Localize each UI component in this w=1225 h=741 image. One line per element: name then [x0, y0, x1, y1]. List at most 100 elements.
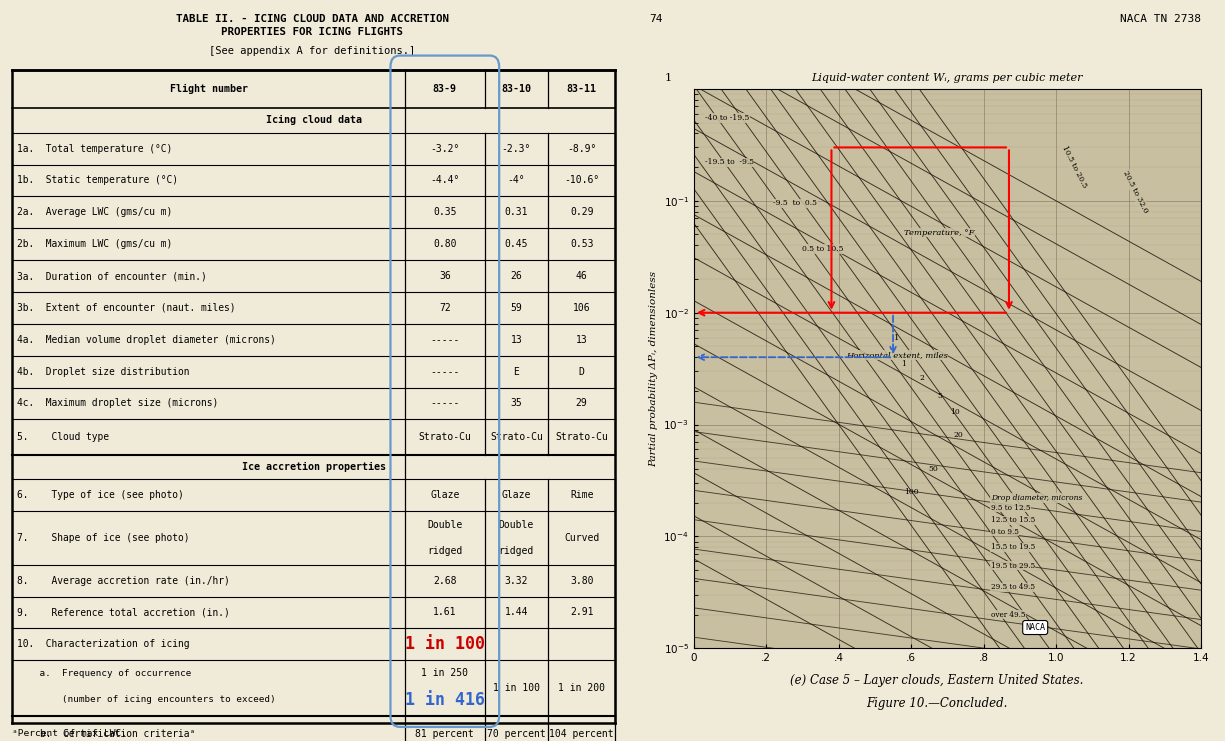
Text: 3b.  Extent of encounter (naut. miles): 3b. Extent of encounter (naut. miles) [17, 303, 236, 313]
Text: 35: 35 [511, 399, 522, 408]
Text: over 49.5: over 49.5 [991, 611, 1025, 619]
Text: -10.6°: -10.6° [564, 176, 599, 185]
Text: -9.5  to  0.5: -9.5 to 0.5 [773, 199, 817, 207]
Text: 9.5 to 12.5: 9.5 to 12.5 [991, 504, 1030, 512]
Text: 0.45: 0.45 [505, 239, 528, 249]
Text: 83-11: 83-11 [567, 84, 597, 94]
Text: 83-9: 83-9 [432, 84, 457, 94]
Text: 29.5 to 49.5: 29.5 to 49.5 [991, 583, 1035, 591]
Text: 1 in 100: 1 in 100 [492, 683, 540, 693]
Text: 0.31: 0.31 [505, 207, 528, 217]
Text: -8.9°: -8.9° [567, 144, 597, 153]
Text: 10.  Characterization of icing: 10. Characterization of icing [17, 639, 190, 649]
Text: ridged: ridged [499, 546, 534, 556]
Text: 3.32: 3.32 [505, 576, 528, 585]
Text: Drop diameter, microns: Drop diameter, microns [991, 494, 1082, 502]
Text: 13: 13 [511, 335, 522, 345]
Text: 1.44: 1.44 [505, 608, 528, 617]
Text: 50: 50 [929, 465, 938, 473]
Text: (e) Case 5 – Layer clouds, Eastern United States.: (e) Case 5 – Layer clouds, Eastern Unite… [790, 674, 1084, 687]
Text: Temperature, °F: Temperature, °F [904, 228, 974, 236]
Y-axis label: Partial probability ΔPᵢ, dimensionless: Partial probability ΔPᵢ, dimensionless [649, 270, 658, 467]
Text: Glaze: Glaze [502, 491, 532, 500]
Text: 20.5 to 32.0: 20.5 to 32.0 [1122, 170, 1150, 214]
Text: 46: 46 [576, 271, 588, 281]
Text: -40 to -19.5: -40 to -19.5 [704, 114, 748, 122]
Text: 81 percent: 81 percent [415, 729, 474, 740]
Text: 70 percent: 70 percent [488, 729, 545, 740]
Text: 2a.  Average LWC (gms/cu m): 2a. Average LWC (gms/cu m) [17, 207, 173, 217]
Text: 1a.  Total temperature (°C): 1a. Total temperature (°C) [17, 144, 173, 153]
Text: 10.5 to 20.5: 10.5 to 20.5 [1060, 144, 1088, 190]
Text: 5: 5 [937, 392, 942, 400]
Text: 100: 100 [904, 488, 919, 496]
Text: 1 in 250: 1 in 250 [421, 668, 468, 678]
Text: -----: ----- [430, 335, 459, 345]
Text: 3.80: 3.80 [570, 576, 593, 585]
Text: PROPERTIES FOR ICING FLIGHTS: PROPERTIES FOR ICING FLIGHTS [222, 27, 403, 37]
Text: 20: 20 [953, 431, 963, 439]
Text: 2.91: 2.91 [570, 608, 593, 617]
Text: ᵃPercent of max LWC.: ᵃPercent of max LWC. [12, 729, 127, 738]
Text: 1: 1 [894, 333, 899, 342]
Text: 13: 13 [576, 335, 588, 345]
Text: -4.4°: -4.4° [430, 176, 459, 185]
Text: 72: 72 [439, 303, 451, 313]
Text: 29: 29 [576, 399, 588, 408]
Text: 9.    Reference total accretion (in.): 9. Reference total accretion (in.) [17, 608, 230, 617]
Text: Horizontal extent, miles: Horizontal extent, miles [846, 350, 948, 359]
Text: -3.2°: -3.2° [430, 144, 459, 153]
Text: 8.    Average accretion rate (in./hr): 8. Average accretion rate (in./hr) [17, 576, 230, 585]
Text: E: E [513, 367, 519, 376]
Text: -4°: -4° [507, 176, 526, 185]
Text: D: D [578, 367, 584, 376]
Text: 6.    Type of ice (see photo): 6. Type of ice (see photo) [17, 491, 184, 500]
Text: 2b.  Maximum LWC (gms/cu m): 2b. Maximum LWC (gms/cu m) [17, 239, 173, 249]
Text: Ice accretion properties: Ice accretion properties [241, 462, 386, 472]
Text: 83-10: 83-10 [501, 84, 532, 94]
Text: Strato-Cu: Strato-Cu [419, 432, 472, 442]
Text: 1: 1 [902, 359, 906, 368]
Text: (number of icing encounters to exceed): (number of icing encounters to exceed) [17, 695, 277, 705]
Text: 1 in 416: 1 in 416 [404, 691, 485, 709]
Text: 36: 36 [439, 271, 451, 281]
Text: Double: Double [428, 519, 463, 530]
Text: TABLE II. - ICING CLOUD DATA AND ACCRETION: TABLE II. - ICING CLOUD DATA AND ACCRETI… [176, 14, 448, 24]
Text: 3a.  Duration of encounter (min.): 3a. Duration of encounter (min.) [17, 271, 207, 281]
Text: 5.    Cloud type: 5. Cloud type [17, 432, 109, 442]
Text: Glaze: Glaze [430, 491, 459, 500]
Text: 4a.  Median volume droplet diameter (microns): 4a. Median volume droplet diameter (micr… [17, 335, 277, 345]
Text: 104 percent: 104 percent [549, 729, 614, 740]
Text: 26: 26 [511, 271, 522, 281]
Text: b.  Certification criteriaᵃ: b. Certification criteriaᵃ [17, 729, 196, 740]
Text: 12.5 to 15.5: 12.5 to 15.5 [991, 516, 1035, 524]
Text: 59: 59 [511, 303, 522, 313]
Text: 2.68: 2.68 [434, 576, 457, 585]
Text: 0.29: 0.29 [570, 207, 593, 217]
Text: a.  Frequency of occurrence: a. Frequency of occurrence [17, 668, 192, 678]
Text: 0 to 9.5: 0 to 9.5 [991, 528, 1019, 536]
Text: 0.35: 0.35 [434, 207, 457, 217]
Text: Rime: Rime [570, 491, 593, 500]
Text: 74: 74 [649, 13, 663, 24]
Text: NACA: NACA [1025, 623, 1045, 632]
Text: -----: ----- [430, 399, 459, 408]
Text: Icing cloud data: Icing cloud data [266, 116, 361, 125]
Text: [See appendix A for definitions.]: [See appendix A for definitions.] [209, 46, 415, 56]
Text: -----: ----- [430, 367, 459, 376]
Text: 0.80: 0.80 [434, 239, 457, 249]
Text: 1: 1 [664, 73, 671, 83]
Text: Flight number: Flight number [170, 84, 247, 94]
Text: 7.    Shape of ice (see photo): 7. Shape of ice (see photo) [17, 533, 190, 543]
Text: 1.61: 1.61 [434, 608, 457, 617]
Text: 1 in 200: 1 in 200 [559, 683, 605, 693]
Text: 0.5 to 10.5: 0.5 to 10.5 [802, 245, 844, 253]
Text: Strato-Cu: Strato-Cu [555, 432, 608, 442]
Text: 2: 2 [920, 374, 925, 382]
Text: 4c.  Maximum droplet size (microns): 4c. Maximum droplet size (microns) [17, 399, 219, 408]
Text: -19.5 to  -9.5: -19.5 to -9.5 [704, 159, 753, 167]
Text: -2.3°: -2.3° [502, 144, 532, 153]
Text: 1b.  Static temperature (°C): 1b. Static temperature (°C) [17, 176, 179, 185]
Text: Strato-Cu: Strato-Cu [490, 432, 543, 442]
Title: Liquid-water content Wᵢ, grams per cubic meter: Liquid-water content Wᵢ, grams per cubic… [812, 73, 1083, 82]
